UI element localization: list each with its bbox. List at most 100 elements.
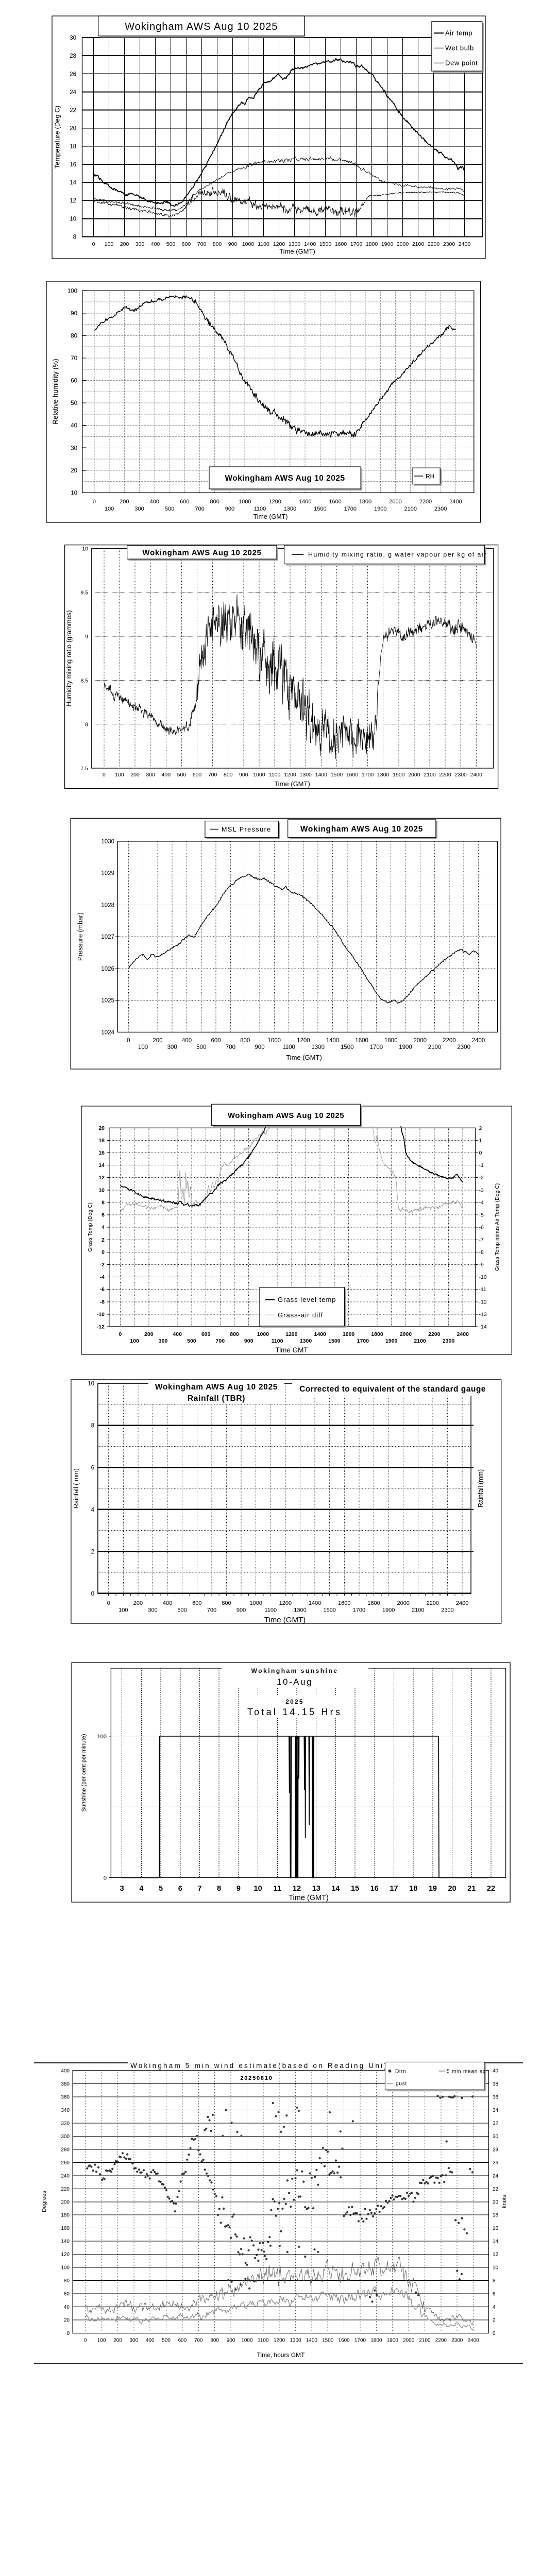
svg-text:2400: 2400 [470, 772, 483, 778]
svg-text:700: 700 [226, 1044, 235, 1050]
svg-text:0: 0 [119, 1331, 122, 1337]
svg-text:80: 80 [71, 333, 77, 339]
svg-text:2000: 2000 [403, 2338, 415, 2344]
svg-text:800: 800 [230, 1331, 239, 1337]
svg-text:-2: -2 [479, 1175, 484, 1181]
svg-text:1000: 1000 [249, 1600, 262, 1606]
svg-text:-13: -13 [479, 1311, 487, 1317]
svg-text:1200: 1200 [285, 1331, 298, 1337]
svg-text:700: 700 [195, 506, 204, 512]
svg-text:Relative humidity (%): Relative humidity (%) [52, 359, 59, 425]
svg-text:1100: 1100 [254, 506, 266, 512]
svg-text:1300: 1300 [300, 772, 312, 778]
svg-text:Degrees: Degrees [41, 2191, 47, 2212]
svg-text:100: 100 [61, 2265, 70, 2271]
svg-text:300: 300 [129, 2338, 138, 2344]
svg-text:1026: 1026 [101, 966, 114, 972]
svg-text:2000: 2000 [408, 772, 420, 778]
svg-text:1100: 1100 [282, 1044, 295, 1050]
svg-text:2025: 2025 [285, 1698, 304, 1705]
svg-text:Grass Temp (Deg C): Grass Temp (Deg C) [87, 1202, 93, 1252]
svg-text:-5: -5 [479, 1212, 484, 1218]
svg-text:1600: 1600 [346, 772, 359, 778]
svg-text:Wokingham AWS Aug 10 2025: Wokingham AWS Aug 10 2025 [225, 474, 345, 483]
svg-text:16: 16 [493, 2226, 499, 2231]
svg-text:1200: 1200 [297, 1038, 310, 1044]
svg-text:500: 500 [162, 2338, 171, 2344]
svg-text:240: 240 [61, 2173, 70, 2179]
svg-text:1500: 1500 [331, 772, 343, 778]
svg-text:-4: -4 [479, 1199, 484, 1206]
svg-text:400: 400 [150, 499, 159, 505]
svg-text:Wokingham AWS Aug 10 2025: Wokingham AWS Aug 10 2025 [300, 825, 423, 834]
svg-text:100: 100 [105, 241, 114, 247]
svg-text:1700: 1700 [350, 241, 363, 247]
svg-text:220: 220 [61, 2187, 70, 2192]
svg-text:2000: 2000 [389, 499, 401, 505]
svg-text:-12: -12 [97, 1324, 105, 1330]
svg-text:320: 320 [61, 2121, 70, 2126]
svg-text:9.5: 9.5 [80, 590, 88, 596]
svg-text:2: 2 [493, 2318, 496, 2324]
svg-text:1700: 1700 [357, 1338, 369, 1344]
svg-text:500: 500 [166, 241, 176, 247]
svg-text:30: 30 [71, 445, 77, 451]
svg-text:1300: 1300 [284, 506, 296, 512]
svg-text:10: 10 [82, 546, 88, 552]
svg-text:10: 10 [70, 216, 76, 222]
svg-text:2200: 2200 [428, 241, 440, 247]
svg-text:500: 500 [196, 1044, 206, 1050]
svg-text:2100: 2100 [412, 241, 425, 247]
svg-text:12: 12 [293, 1885, 301, 1893]
svg-text:400: 400 [182, 1038, 192, 1044]
svg-text:0: 0 [107, 1600, 110, 1606]
svg-text:200: 200 [130, 772, 140, 778]
svg-text:Air temp: Air temp [445, 29, 472, 37]
svg-text:1400: 1400 [306, 2338, 318, 2344]
svg-text:1000: 1000 [239, 499, 251, 505]
svg-text:18: 18 [409, 1885, 417, 1893]
svg-text:600: 600 [193, 772, 202, 778]
svg-text:1400: 1400 [299, 499, 311, 505]
svg-text:20: 20 [98, 1125, 105, 1131]
svg-text:28: 28 [493, 2147, 499, 2153]
svg-text:300: 300 [159, 1338, 168, 1344]
svg-text:2300: 2300 [451, 2338, 463, 2344]
svg-text:600: 600 [211, 1038, 221, 1044]
svg-text:200: 200 [120, 241, 129, 247]
svg-text:200: 200 [144, 1331, 154, 1337]
svg-text:100: 100 [115, 772, 124, 778]
svg-text:12: 12 [70, 198, 76, 204]
svg-text:600: 600 [201, 1331, 211, 1337]
svg-text:Sunshine (per cent per minute): Sunshine (per cent per minute) [81, 1734, 87, 1811]
svg-text:5: 5 [159, 1885, 163, 1893]
svg-text:4: 4 [493, 2304, 496, 2310]
svg-text:0: 0 [103, 772, 106, 778]
svg-text:8: 8 [85, 722, 88, 728]
svg-text:2300: 2300 [443, 241, 455, 247]
svg-text:300: 300 [61, 2134, 70, 2140]
svg-text:Humidity mixing ratio (grammes: Humidity mixing ratio (grammes) [65, 610, 73, 706]
svg-text:1600: 1600 [329, 499, 341, 505]
svg-text:6: 6 [178, 1885, 182, 1893]
svg-text:800: 800 [210, 499, 219, 505]
svg-text:900: 900 [228, 241, 238, 247]
svg-text:2400: 2400 [456, 1600, 468, 1606]
svg-text:Corrected to equivalent of the: Corrected to equivalent of the standard … [299, 1385, 486, 1394]
svg-text:700: 700 [208, 772, 217, 778]
svg-text:10: 10 [98, 1187, 105, 1193]
svg-text:700: 700 [197, 241, 207, 247]
svg-text:1800: 1800 [359, 499, 371, 505]
svg-text:2100: 2100 [412, 1607, 424, 1613]
svg-text:-1: -1 [479, 1162, 484, 1168]
svg-text:Grass level temp: Grass level temp [278, 1296, 336, 1303]
svg-text:100: 100 [119, 1607, 128, 1613]
svg-text:1900: 1900 [387, 2338, 399, 2344]
svg-text:1900: 1900 [385, 1338, 398, 1344]
svg-text:1200: 1200 [268, 499, 281, 505]
svg-text:2200: 2200 [439, 772, 451, 778]
svg-text:1700: 1700 [344, 506, 357, 512]
svg-text:1800: 1800 [370, 2338, 382, 2344]
svg-text:2400: 2400 [459, 241, 471, 247]
svg-text:Grass-air diff: Grass-air diff [278, 1311, 323, 1319]
